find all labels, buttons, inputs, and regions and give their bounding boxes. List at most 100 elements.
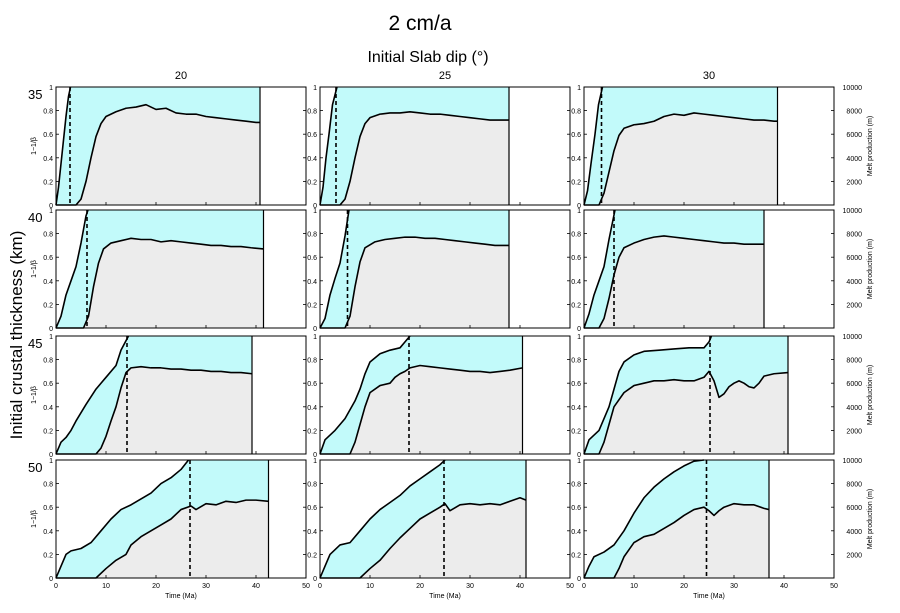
y-left-tick-label: 0.4 — [307, 279, 317, 286]
y-left-tick-label: 0.4 — [43, 156, 53, 163]
melt-curve — [56, 103, 260, 206]
figure-title: 2 cm/a — [388, 12, 451, 35]
beta-curve — [583, 209, 616, 329]
x-tick-label: 10 — [630, 583, 638, 590]
row-header-title: Initial crustal thickness (km) — [7, 231, 26, 440]
panel-frame — [319, 335, 571, 455]
beta-curve — [319, 459, 446, 579]
cyan-area — [584, 460, 769, 578]
y-left-tick-label: 0.8 — [571, 358, 581, 365]
x-label: Time (Ma) — [429, 593, 461, 600]
panel-35-25: 0 0.2 0.4 0.6 0.8 1 — [307, 85, 571, 210]
y-left-tick-label: 0 — [313, 326, 317, 333]
y-right-tick-label: 10000 — [843, 85, 863, 92]
panel-40-20: 0 0.2 0.4 0.6 0.8 1 1−1/β — [31, 208, 307, 333]
x-tick-label: 0 — [54, 583, 58, 590]
y-left-tick-label: 0.2 — [307, 179, 317, 186]
x-tick-label: 20 — [680, 583, 688, 590]
melt-curve — [584, 370, 789, 455]
panel-frame — [583, 86, 835, 206]
y-left-tick-label: 0 — [313, 203, 317, 210]
melt-curve — [320, 110, 509, 206]
grey-area — [56, 238, 264, 328]
y-left-tick-label: 0 — [313, 576, 317, 583]
x-tick-label: 40 — [780, 583, 788, 590]
y-left-tick-label: 0.8 — [307, 358, 317, 365]
y-left-tick-label: 0.6 — [571, 255, 581, 262]
melt-curve — [320, 364, 523, 455]
beta-curve — [583, 459, 705, 579]
beta-curve — [55, 459, 190, 579]
y-left-tick-label: 0.8 — [43, 482, 53, 489]
melt-curve — [320, 496, 527, 579]
y-left-tick-label: 1 — [313, 85, 317, 92]
cyan-area — [320, 210, 509, 328]
y-left-tick-label: 0 — [577, 452, 581, 459]
panel-40-30: 0 0.2 0.4 0.6 0.8 1 2000 4000 6000 8000 10000 Melt … — [571, 208, 874, 333]
panel-50-30: 0 0.2 0.4 0.6 0.8 1 2000 4000 6000 8000 10000 0 10 20… — [571, 458, 874, 600]
grey-area — [320, 237, 509, 328]
x-tick-label: 40 — [516, 583, 524, 590]
y-right-tick-label: 6000 — [846, 381, 862, 388]
column-header-25: 25 — [439, 70, 451, 82]
y-right-label: Melt production (m) — [867, 116, 874, 176]
beta-curve — [319, 209, 350, 329]
y-left-tick-label: 0.6 — [43, 132, 53, 139]
column-header-title: Initial Slab dip (°) — [367, 49, 488, 66]
y-right-tick-label: 8000 — [846, 482, 862, 489]
y-right-tick-label: 2000 — [846, 428, 862, 435]
row-header-40: 40 — [28, 210, 42, 225]
panel-frame — [319, 459, 571, 579]
y-left-tick-label: 0.2 — [307, 428, 317, 435]
x-label: Time (Ma) — [693, 593, 725, 600]
x-tick-label: 10 — [366, 583, 374, 590]
grey-area — [320, 111, 509, 205]
row-header-45: 45 — [28, 336, 42, 351]
y-left-tick-label: 0.6 — [43, 255, 53, 262]
melt-curve — [320, 236, 509, 329]
x-tick-label: 50 — [302, 583, 310, 590]
y-right-tick-label: 6000 — [846, 132, 862, 139]
panel-40-25: 0 0.2 0.4 0.6 0.8 1 — [307, 208, 571, 333]
y-left-tick-label: 1 — [49, 208, 53, 215]
panel-45-20: 0 0.2 0.4 0.6 0.8 1 1−1/β — [31, 334, 307, 459]
y-left-tick-label: 0.8 — [307, 232, 317, 239]
y-left-tick-label: 0.8 — [43, 232, 53, 239]
panel-frame — [583, 335, 835, 455]
x-tick-label: 50 — [566, 583, 574, 590]
beta-curve — [583, 86, 604, 206]
y-left-tick-label: 0.2 — [307, 552, 317, 559]
panel-35-20: 0 0.2 0.4 0.6 0.8 1 1−1/β — [31, 85, 307, 210]
grey-area — [320, 365, 523, 454]
y-left-tick-label: 0.4 — [307, 529, 317, 536]
grey-area — [56, 500, 269, 578]
y-left-tick-label: 0.8 — [571, 232, 581, 239]
cyan-area — [56, 336, 252, 454]
y-left-tick-label: 0.2 — [307, 302, 317, 309]
beta-curve — [55, 86, 72, 206]
y-left-tick-label: 0.8 — [571, 109, 581, 116]
y-right-tick-label: 8000 — [846, 109, 862, 116]
cyan-area — [584, 336, 788, 454]
y-left-tick-label: 0.4 — [43, 279, 53, 286]
column-header-20: 20 — [175, 70, 187, 82]
y-left-tick-label: 0.4 — [571, 156, 581, 163]
melt-curve — [584, 502, 770, 579]
y-left-tick-label: 0.6 — [307, 132, 317, 139]
y-left-tick-label: 0.2 — [43, 179, 53, 186]
grey-area — [584, 112, 778, 205]
y-left-tick-label: 1 — [313, 208, 317, 215]
panel-frame — [55, 86, 307, 206]
y-left-tick-label: 0.6 — [571, 132, 581, 139]
y-left-tick-label: 0.4 — [307, 405, 317, 412]
y-left-tick-label: 0.4 — [43, 529, 53, 536]
y-left-tick-label: 0.8 — [571, 482, 581, 489]
y-left-tick-label: 0.2 — [571, 179, 581, 186]
y-left-tick-label: 0 — [577, 203, 581, 210]
y-right-tick-label: 4000 — [846, 279, 862, 286]
y-right-label: Melt production (m) — [867, 239, 874, 299]
grey-area — [584, 371, 788, 454]
